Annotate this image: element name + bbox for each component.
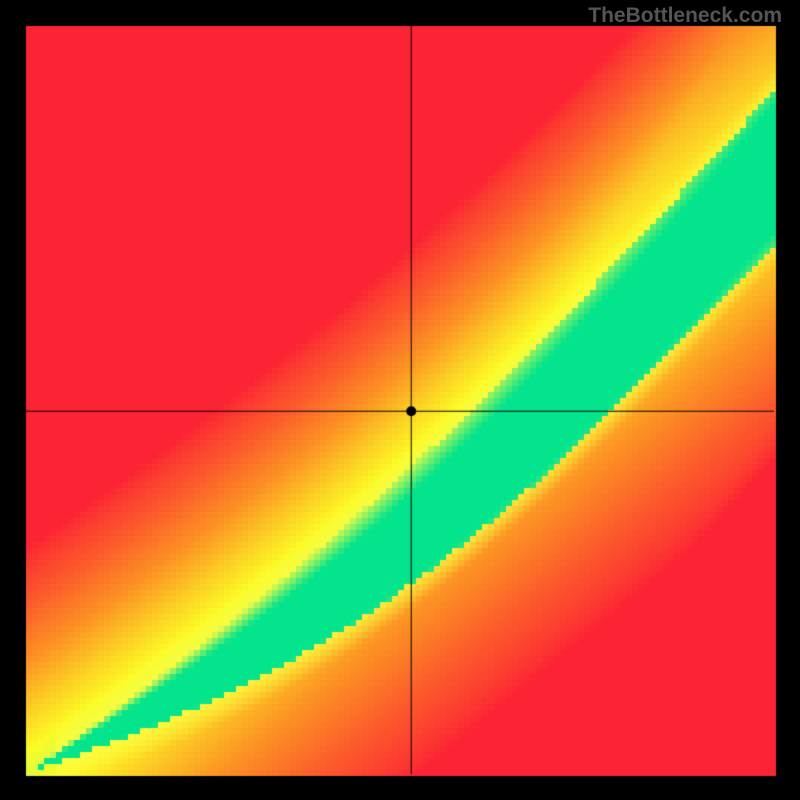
watermark-text: TheBottleneck.com (588, 4, 782, 28)
chart-container: TheBottleneck.com (0, 0, 800, 800)
heatmap-canvas (0, 0, 800, 800)
